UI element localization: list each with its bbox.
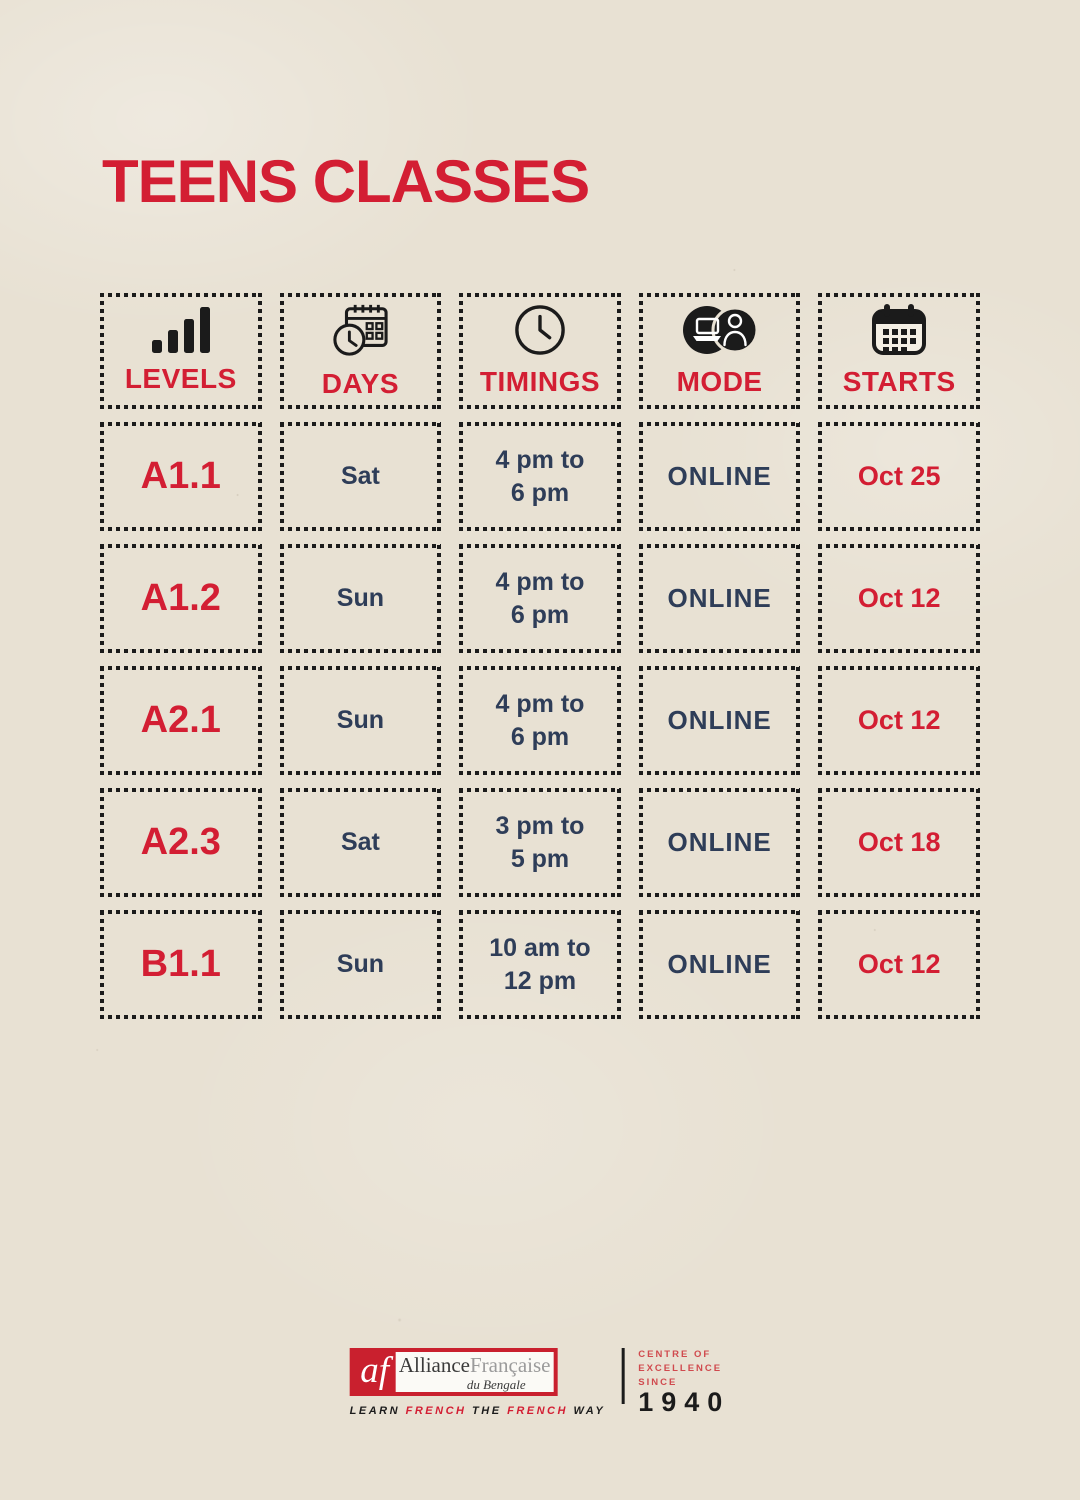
header-timings: TIMINGS [459, 293, 621, 409]
header-label-mode: MODE [676, 366, 763, 397]
logo-box: af AllianceFrançaise du Bengale [349, 1348, 558, 1396]
header-levels: LEVELS [100, 293, 262, 409]
header-mode: MODE [638, 293, 801, 409]
mode-cell: ONLINE [638, 910, 801, 1019]
centre-of-excellence-block: CENTRE OF EXCELLENCE SINCE 1940 [621, 1348, 730, 1416]
brand-name-alliance: Alliance [398, 1352, 470, 1377]
timing-line: 4 pm to [495, 690, 585, 718]
timing-line: 12 pm [503, 966, 577, 995]
classes-table: LEVELS DAYS [100, 293, 980, 1019]
starts-cell: Oct 12 [818, 544, 980, 653]
calendar-clock-icon [332, 302, 389, 358]
timing-cell: 3 pm to 5 pm [459, 788, 621, 897]
header-label-starts: STARTS [842, 366, 956, 397]
tagline-word: WAY [573, 1405, 606, 1417]
timing-line: 6 pm [510, 722, 570, 751]
mode-cell: ONLINE [638, 788, 801, 897]
level-cell: A1.2 [100, 544, 262, 653]
day-cell: Sat [279, 422, 442, 531]
day-cell: Sun [279, 910, 442, 1019]
levels-icon [151, 307, 210, 353]
timing-line: 6 pm [510, 600, 570, 629]
starts-cell: Oct 18 [818, 788, 980, 897]
header-label-days: DAYS [321, 368, 399, 399]
timing-cell: 4 pm to 6 pm [459, 666, 621, 775]
since-year: 1940 [638, 1387, 731, 1418]
calendar-icon [872, 304, 927, 356]
tagline-word: FRENCH [507, 1405, 568, 1417]
level-cell: B1.1 [100, 910, 262, 1019]
timing-line: 4 pm to [495, 446, 585, 474]
level-cell: A2.3 [100, 788, 262, 897]
tagline-word: THE [472, 1405, 502, 1417]
timing-line: 10 am to [489, 934, 591, 962]
starts-cell: Oct 12 [818, 666, 980, 775]
day-cell: Sun [279, 544, 442, 653]
brand-subtitle: du Bengale [466, 1376, 526, 1392]
mode-cell: ONLINE [638, 544, 801, 653]
starts-cell: Oct 12 [818, 910, 980, 1019]
centre-of-excellence-text: CENTRE OF EXCELLENCE SINCE [638, 1348, 730, 1389]
brand-name: AllianceFrançaise [398, 1352, 551, 1377]
page-title: TEENS CLASSES [102, 148, 590, 215]
header-days: DAYS [279, 293, 442, 409]
header-label-levels: LEVELS [124, 363, 237, 394]
day-cell: Sun [279, 666, 442, 775]
logo-nameplate: AllianceFrançaise du Bengale [395, 1352, 554, 1392]
brand-name-francaise: Française [470, 1352, 551, 1377]
alliance-francaise-logo: af AllianceFrançaise du Bengale LEARN FR… [349, 1348, 606, 1417]
since-line: SINCE [638, 1376, 678, 1388]
footer-brand: af AllianceFrançaise du Bengale LEARN FR… [349, 1348, 731, 1417]
starts-cell: Oct 25 [818, 422, 980, 531]
timing-line: 4 pm to [495, 568, 585, 596]
tagline-word: FRENCH [405, 1405, 467, 1417]
timing-line: 5 pm [510, 844, 570, 873]
timing-line: 6 pm [510, 478, 570, 507]
timing-line: 3 pm to [495, 812, 585, 840]
timing-cell: 10 am to 12 pm [459, 910, 621, 1019]
timing-cell: 4 pm to 6 pm [459, 422, 621, 531]
mode-cell: ONLINE [638, 422, 801, 531]
poster-page: TEENS CLASSES LEVELS [0, 148, 1080, 1417]
af-monogram: af [360, 1349, 390, 1391]
level-cell: A1.1 [100, 422, 262, 531]
timing-cell: 4 pm to 6 pm [459, 544, 621, 653]
since-line: EXCELLENCE [638, 1362, 723, 1374]
brand-tagline: LEARN FRENCH THE FRENCH WAY [350, 1405, 606, 1417]
header-label-timings: TIMINGS [479, 366, 601, 397]
online-mode-icon [682, 304, 758, 356]
day-cell: Sat [279, 788, 442, 897]
tagline-word: LEARN [349, 1405, 401, 1417]
clock-icon [514, 304, 566, 356]
header-starts: STARTS [818, 293, 980, 409]
since-line: CENTRE OF [638, 1349, 712, 1360]
level-cell: A2.1 [100, 666, 262, 775]
mode-cell: ONLINE [638, 666, 801, 775]
